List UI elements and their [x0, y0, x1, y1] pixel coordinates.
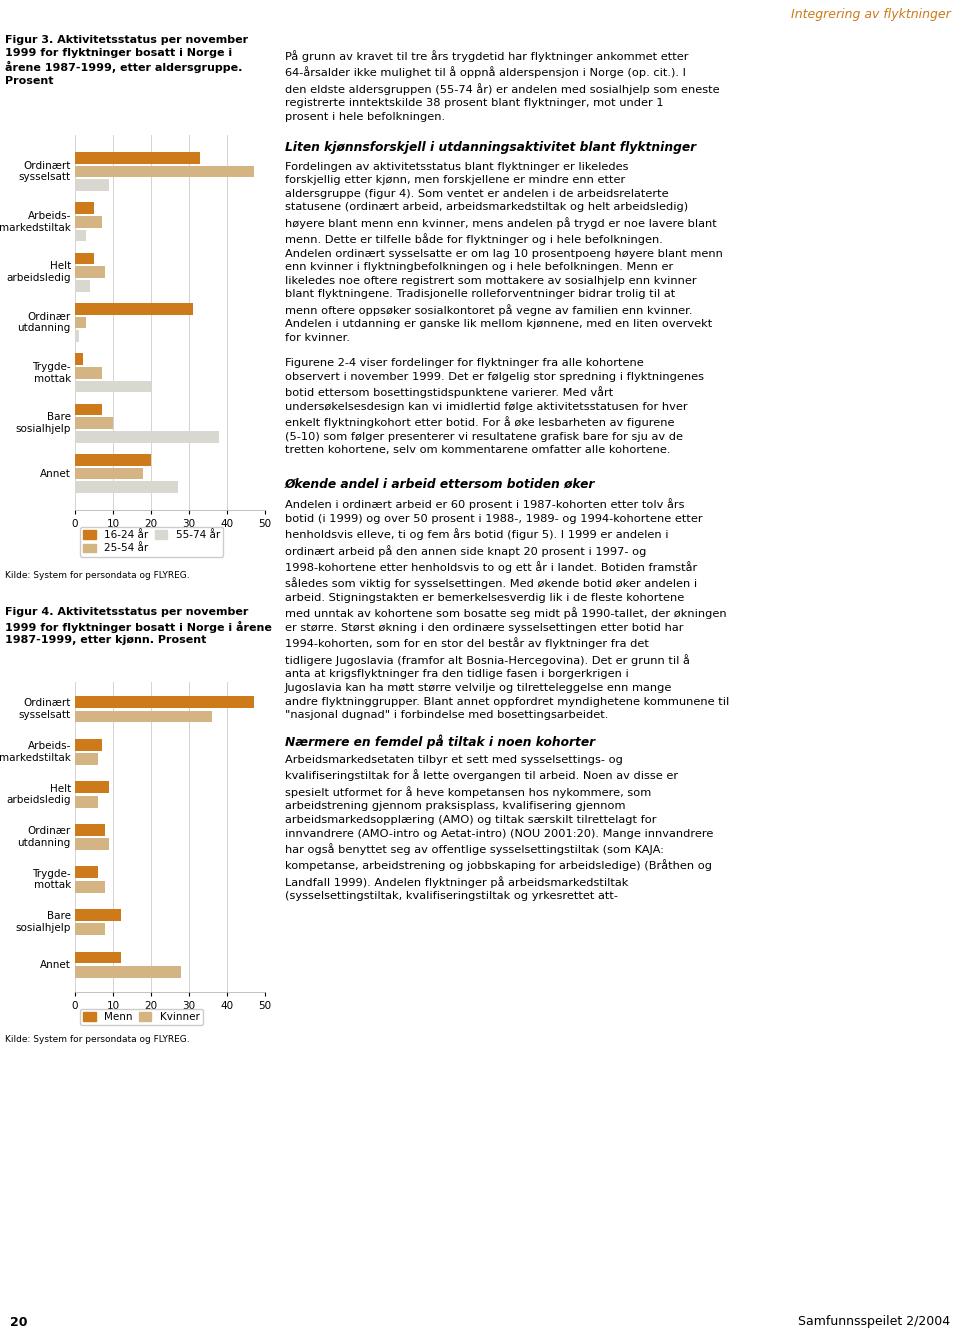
Bar — [75, 253, 94, 265]
Text: Fordelingen av aktivitetsstatus blant flyktninger er likeledes
forskjellig etter: Fordelingen av aktivitetsstatus blant fl… — [285, 162, 723, 344]
Bar — [75, 330, 79, 342]
Text: Integrering av flyktninger: Integrering av flyktninger — [791, 8, 950, 21]
Bar — [75, 166, 253, 178]
Text: Figur 3. Aktivitetsstatus per november
1999 for flyktninger bosatt i Norge i
åre: Figur 3. Aktivitetsstatus per november 1… — [5, 35, 248, 86]
Text: Økende andel i arbeid ettersom botiden øker: Økende andel i arbeid ettersom botiden ø… — [285, 477, 595, 491]
Bar — [75, 217, 102, 227]
Bar — [75, 455, 151, 465]
Text: Liten kjønnsforskjell i utdanningsaktivitet blant flyktninger: Liten kjønnsforskjell i utdanningsaktivi… — [285, 140, 696, 154]
Bar — [75, 368, 102, 378]
Text: Kilde: System for persondata og FLYREG.: Kilde: System for persondata og FLYREG. — [5, 1035, 190, 1044]
Bar — [75, 179, 109, 191]
Text: Figurene 2-4 viser fordelinger for flyktninger fra alle kohortene
observert i no: Figurene 2-4 viser fordelinger for flykt… — [285, 358, 704, 455]
Bar — [75, 753, 98, 765]
Bar — [75, 468, 143, 480]
Bar — [75, 381, 151, 392]
Bar — [75, 230, 86, 241]
Text: 20: 20 — [10, 1316, 27, 1329]
X-axis label: Prosent: Prosent — [151, 1016, 190, 1027]
Bar — [75, 202, 94, 214]
Text: Andelen i ordinært arbeid er 60 prosent i 1987-kohorten etter tolv års
botid (i : Andelen i ordinært arbeid er 60 prosent … — [285, 499, 730, 721]
Bar — [75, 404, 102, 416]
Bar — [75, 481, 178, 493]
Bar — [75, 266, 106, 278]
Bar — [75, 796, 98, 808]
Bar — [75, 152, 201, 163]
Bar — [75, 710, 212, 722]
Bar — [75, 303, 193, 314]
Text: Figur 4. Aktivitetsstatus per november
1999 for flyktninger bosatt i Norge i åre: Figur 4. Aktivitetsstatus per november 1… — [5, 607, 272, 646]
Bar — [75, 697, 253, 709]
Text: Arbeidsmarkedsetaten tilbyr et sett med sysselsettings- og
kvalifiseringstiltak : Arbeidsmarkedsetaten tilbyr et sett med … — [285, 755, 713, 901]
Text: Kilde: System for persondata og FLYREG.: Kilde: System for persondata og FLYREG. — [5, 571, 190, 579]
Bar — [75, 824, 106, 836]
Bar — [75, 909, 121, 921]
Bar — [75, 317, 86, 329]
Legend: 16-24 år, 25-54 år, 55-74 år: 16-24 år, 25-54 år, 55-74 år — [81, 527, 223, 556]
Bar — [75, 924, 106, 936]
Bar — [75, 417, 113, 429]
Bar — [75, 431, 220, 443]
Bar — [75, 881, 106, 893]
Legend: Menn, Kvinner: Menn, Kvinner — [81, 1009, 203, 1025]
Text: På grunn av kravet til tre års trygdetid har flyktninger ankommet etter
64-årsal: På grunn av kravet til tre års trygdetid… — [285, 49, 720, 122]
Bar — [75, 738, 102, 750]
Bar — [75, 781, 109, 793]
Bar — [75, 866, 98, 878]
Text: Nærmere en femdel på tiltak i noen kohorter: Nærmere en femdel på tiltak i noen kohor… — [285, 734, 595, 749]
Bar — [75, 279, 90, 291]
Text: Samfunnsspeilet 2/2004: Samfunnsspeilet 2/2004 — [799, 1316, 950, 1329]
Bar — [75, 353, 83, 365]
Bar — [75, 967, 181, 977]
Bar — [75, 952, 121, 964]
X-axis label: Prosent: Prosent — [151, 535, 190, 544]
Bar — [75, 838, 109, 850]
